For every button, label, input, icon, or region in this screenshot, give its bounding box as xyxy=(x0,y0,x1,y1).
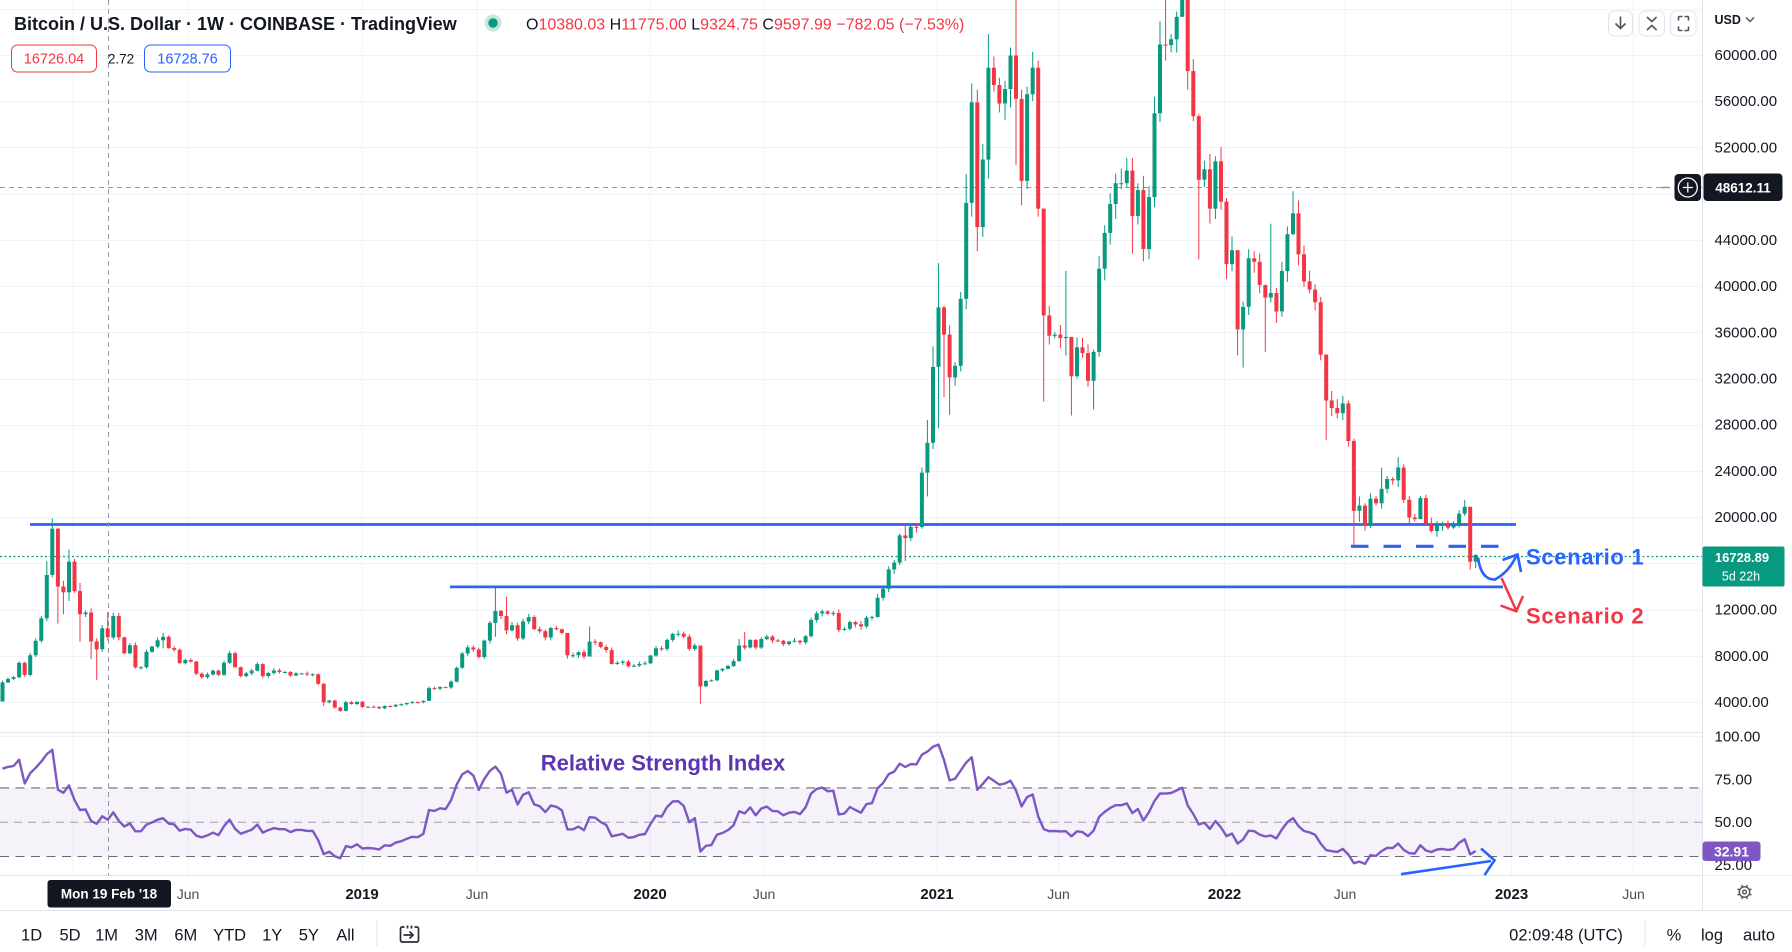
svg-text:75.00: 75.00 xyxy=(1715,771,1753,788)
svg-text:USD: USD xyxy=(1715,13,1741,27)
svg-text:Jun: Jun xyxy=(177,886,200,902)
svg-text:16726.04: 16726.04 xyxy=(24,52,84,68)
svg-text:32000.00: 32000.00 xyxy=(1715,371,1778,388)
svg-text:O10380.03 H11775.00 L9324.75 C: O10380.03 H11775.00 L9324.75 C9597.99 −7… xyxy=(526,17,964,34)
svg-text:50.00: 50.00 xyxy=(1715,814,1753,831)
svg-text:2019: 2019 xyxy=(345,886,378,903)
svg-text:32.91: 32.91 xyxy=(1714,843,1749,859)
svg-text:5d 22h: 5d 22h xyxy=(1722,570,1760,584)
svg-text:Relative Strength Index: Relative Strength Index xyxy=(541,751,786,776)
svg-text:All: All xyxy=(336,927,354,945)
svg-text:28000.00: 28000.00 xyxy=(1715,417,1778,434)
svg-text:40000.00: 40000.00 xyxy=(1715,278,1778,295)
svg-text:Jun: Jun xyxy=(1334,886,1357,902)
svg-text:%: % xyxy=(1667,927,1682,945)
svg-text:YTD: YTD xyxy=(213,927,246,945)
svg-text:Jun: Jun xyxy=(1622,886,1645,902)
svg-text:2020: 2020 xyxy=(633,886,666,903)
svg-text:3M: 3M xyxy=(135,927,158,945)
svg-text:5D: 5D xyxy=(59,927,80,945)
svg-text:12000.00: 12000.00 xyxy=(1715,602,1778,619)
svg-text:Bitcoin / U.S. Dollar · 1W · C: Bitcoin / U.S. Dollar · 1W · COINBASE · … xyxy=(14,14,458,34)
svg-text:Jun: Jun xyxy=(466,886,489,902)
svg-text:8000.00: 8000.00 xyxy=(1715,648,1769,665)
svg-text:52000.00: 52000.00 xyxy=(1715,139,1778,156)
svg-text:Jun: Jun xyxy=(1047,886,1070,902)
svg-text:56000.00: 56000.00 xyxy=(1715,93,1778,110)
svg-text:02:09:48 (UTC): 02:09:48 (UTC) xyxy=(1509,927,1623,945)
svg-text:1D: 1D xyxy=(21,927,42,945)
svg-text:Scenario 1: Scenario 1 xyxy=(1526,544,1644,569)
svg-text:2.72: 2.72 xyxy=(108,52,134,67)
svg-text:60000.00: 60000.00 xyxy=(1715,47,1778,64)
svg-text:16728.89: 16728.89 xyxy=(1715,550,1769,565)
svg-text:25.00: 25.00 xyxy=(1715,857,1753,874)
svg-text:1M: 1M xyxy=(95,927,118,945)
svg-text:24000.00: 24000.00 xyxy=(1715,463,1778,480)
svg-text:Mon 19 Feb '18: Mon 19 Feb '18 xyxy=(61,887,158,902)
svg-text:1Y: 1Y xyxy=(262,927,282,945)
svg-text:20000.00: 20000.00 xyxy=(1715,509,1778,526)
svg-text:auto: auto xyxy=(1743,927,1775,945)
svg-text:16728.76: 16728.76 xyxy=(157,52,217,68)
svg-text:2022: 2022 xyxy=(1208,886,1241,903)
svg-text:log: log xyxy=(1701,927,1723,945)
svg-text:Scenario 2: Scenario 2 xyxy=(1526,604,1644,629)
svg-text:48612.11: 48612.11 xyxy=(1715,181,1771,196)
svg-text:100.00: 100.00 xyxy=(1715,729,1761,746)
svg-text:6M: 6M xyxy=(174,927,197,945)
svg-text:36000.00: 36000.00 xyxy=(1715,324,1778,341)
svg-text:4000.00: 4000.00 xyxy=(1715,694,1769,711)
svg-text:Jun: Jun xyxy=(753,886,776,902)
svg-text:2023: 2023 xyxy=(1495,886,1528,903)
svg-text:2021: 2021 xyxy=(920,886,953,903)
svg-text:44000.00: 44000.00 xyxy=(1715,232,1778,249)
svg-text:5Y: 5Y xyxy=(299,927,319,945)
